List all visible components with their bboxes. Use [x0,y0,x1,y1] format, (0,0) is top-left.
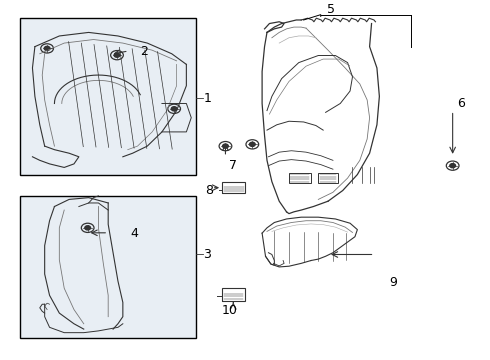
Text: 3: 3 [203,248,211,261]
Circle shape [114,53,120,57]
Bar [289,173,311,184]
Text: 7: 7 [229,158,237,172]
Text: 4: 4 [130,227,138,240]
Circle shape [85,226,91,230]
Text: 6: 6 [458,97,466,110]
Text: 5: 5 [326,4,335,17]
Bar [221,288,245,301]
Bar [20,18,196,175]
Text: 1: 1 [203,92,211,105]
Bar [222,183,245,193]
Circle shape [249,142,255,147]
Circle shape [450,163,456,168]
Text: 10: 10 [221,304,237,317]
Bar [20,196,196,338]
Text: 9: 9 [389,276,397,289]
Text: 8: 8 [205,184,213,197]
Text: 2: 2 [140,45,148,58]
Bar [318,173,338,184]
Circle shape [222,144,228,148]
Circle shape [172,107,177,111]
Circle shape [44,46,50,50]
